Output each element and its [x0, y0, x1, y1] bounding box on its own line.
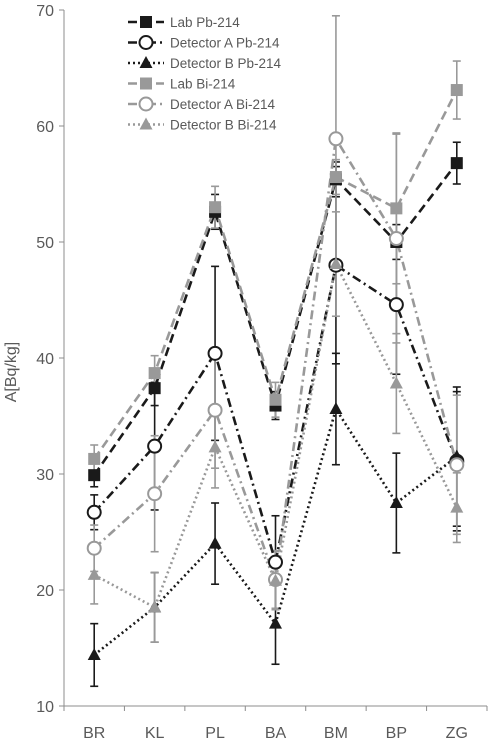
data-point [389, 376, 403, 389]
y-tick-label: 50 [36, 235, 54, 252]
data-point [329, 402, 343, 415]
y-tick-label: 70 [36, 3, 54, 20]
series-markers [86, 84, 465, 660]
legend-label: Lab Bi-214 [170, 77, 236, 92]
legend-marker [139, 56, 153, 68]
legend-label: Detector B Pb-214 [170, 56, 282, 71]
legend-label: Detector B Bi-214 [170, 118, 277, 133]
data-point [329, 257, 343, 270]
series-line [93, 162, 458, 476]
legend: Lab Pb-214 Detector A Pb-214 Detector B Pb… [128, 15, 282, 133]
data-point [388, 231, 404, 247]
data-point [269, 393, 282, 406]
x-tick-label: BM [324, 725, 348, 742]
series-line [93, 134, 459, 580]
y-tick-label: 10 [36, 699, 54, 716]
data-point [207, 345, 223, 361]
data-point [88, 469, 101, 482]
legend-marker [140, 77, 152, 90]
data-point [87, 567, 101, 580]
y-tick-label: 60 [36, 119, 54, 136]
data-point [86, 504, 102, 520]
data-point [389, 496, 403, 508]
data-point [148, 382, 161, 395]
data-point [207, 402, 223, 418]
data-point [208, 536, 222, 549]
x-tick-label: PL [205, 725, 225, 742]
data-point [147, 486, 163, 502]
data-point [449, 457, 465, 473]
data-point [148, 367, 161, 380]
y-tick-label: 20 [36, 583, 54, 600]
legend-marker [138, 35, 154, 50]
data-point [208, 440, 222, 453]
data-point [328, 131, 344, 147]
axes: 10 20 30 40 50 60 70 BR KL PL BA BM BP ZG [36, 3, 488, 742]
legend-label: Detector A Bi-214 [170, 97, 276, 112]
data-point [450, 157, 463, 170]
data-point [148, 600, 162, 613]
y-tick-label: 40 [36, 351, 54, 368]
x-tick-label: BP [386, 725, 407, 742]
data-point [87, 647, 101, 660]
data-point [88, 452, 101, 465]
legend-label: Detector A Pb-214 [170, 36, 280, 51]
data-point [269, 616, 282, 629]
x-tick-label: BA [265, 725, 287, 742]
y-axis-label: A[Bq/kg] [3, 342, 20, 402]
data-point [269, 573, 282, 586]
data-point [268, 554, 283, 570]
y-tick-label: 30 [36, 467, 54, 484]
data-point [329, 171, 342, 184]
data-point [86, 540, 102, 556]
legend-marker [140, 16, 152, 28]
data-point [147, 438, 163, 454]
data-point [450, 84, 463, 97]
x-tick-label: ZG [446, 725, 468, 742]
legend-marker [138, 96, 154, 112]
data-point [390, 202, 403, 215]
x-tick-label: BR [83, 725, 105, 742]
legend-label: Lab Pb-214 [170, 15, 240, 30]
data-point [388, 297, 404, 313]
x-tick-label: KL [145, 725, 165, 742]
legend-marker [139, 117, 153, 130]
data-point [450, 500, 464, 513]
data-point [209, 201, 222, 214]
